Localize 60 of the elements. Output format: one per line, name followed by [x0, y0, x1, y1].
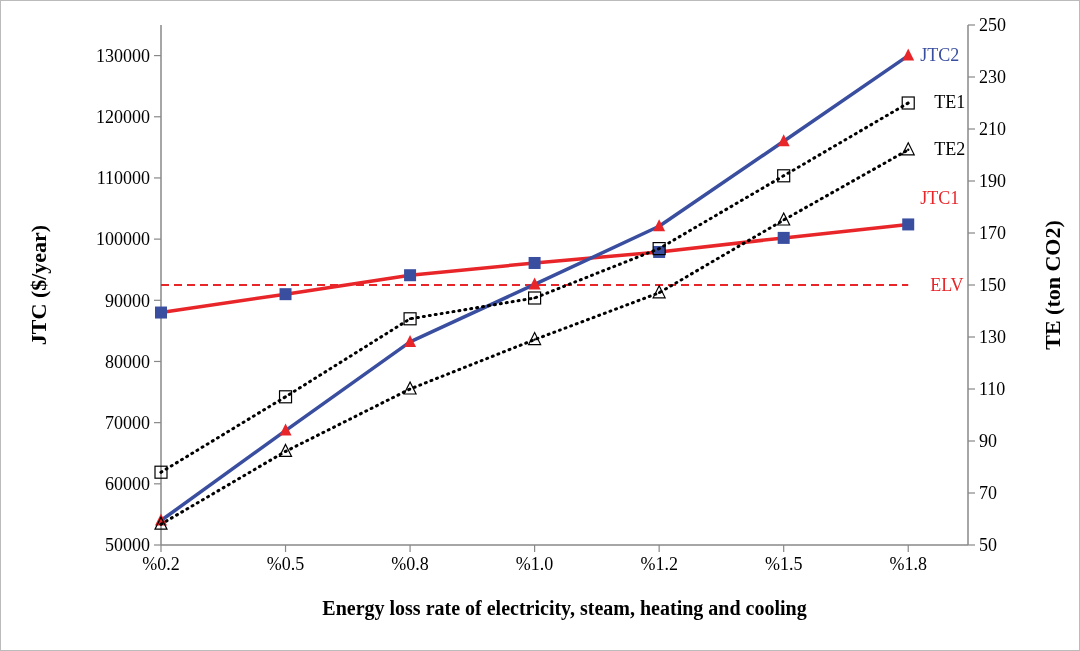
- point: [901, 96, 915, 110]
- point: [777, 231, 790, 244]
- x-tick-label: %1.8: [889, 554, 927, 574]
- x-tick-label: %0.5: [266, 554, 305, 574]
- y-tick-label: 100000: [96, 229, 150, 250]
- y2-tick-label: 150: [979, 275, 1006, 296]
- point: [528, 291, 542, 305]
- point: [404, 269, 417, 282]
- point: [652, 285, 666, 299]
- y2-tick-label: 70: [979, 483, 997, 504]
- y2-tick-label: 170: [979, 223, 1006, 244]
- point: [404, 334, 417, 347]
- point: [278, 443, 293, 457]
- y-axis-title: JTC ($/year): [26, 224, 51, 346]
- y-tick-label: 120000: [96, 107, 150, 128]
- ref-line-label: ELV: [930, 275, 964, 296]
- y2-tick-label: 130: [979, 327, 1006, 348]
- x-tick-label: %1.5: [764, 554, 803, 574]
- series-label: JTC2: [920, 44, 960, 65]
- point: [902, 48, 915, 61]
- point: [403, 381, 417, 395]
- y2-tick-label: 190: [979, 171, 1006, 192]
- x-tick-label: %0.8: [391, 554, 429, 574]
- x-tick-label: %1.2: [640, 554, 678, 574]
- point: [777, 134, 790, 147]
- y-tick-label: 60000: [105, 474, 150, 495]
- y-tick-label: 110000: [96, 168, 150, 189]
- point: [279, 288, 292, 301]
- series-label: TE2: [934, 138, 966, 159]
- series-label: TE1: [934, 92, 966, 112]
- y-tick-label: 50000: [105, 535, 150, 556]
- point: [528, 256, 541, 269]
- point: [528, 277, 541, 290]
- y2-tick-label: 50: [979, 535, 997, 556]
- point: [777, 169, 791, 183]
- y2-tick-label: 210: [979, 119, 1006, 140]
- point: [403, 312, 417, 326]
- point: [278, 390, 293, 404]
- x-tick-label: %0.2: [142, 554, 180, 574]
- y2-axis-title: TE (ton CO2): [1040, 220, 1065, 350]
- series-label: JTC1: [920, 188, 960, 209]
- x-axis-title: Energy loss rate of electricity, steam, heating and cooling: [322, 597, 807, 620]
- point: [902, 218, 915, 231]
- point: [528, 332, 542, 346]
- y-tick-label: 70000: [105, 412, 150, 433]
- y2-tick-label: 90: [979, 431, 997, 452]
- y-tick-label: 80000: [105, 351, 150, 372]
- point: [653, 219, 666, 232]
- y2-tick-label: 250: [979, 15, 1006, 36]
- y-tick-label: 130000: [96, 45, 150, 66]
- y2-tick-label: 110: [979, 379, 1006, 400]
- point: [777, 212, 791, 226]
- point: [154, 465, 168, 479]
- y2-tick-label: 230: [979, 67, 1006, 88]
- point: [279, 423, 292, 436]
- point: [901, 142, 915, 156]
- point: [154, 516, 168, 530]
- point: [155, 306, 167, 319]
- x-tick-label: %1.0: [515, 554, 554, 574]
- y-tick-label: 90000: [105, 290, 150, 311]
